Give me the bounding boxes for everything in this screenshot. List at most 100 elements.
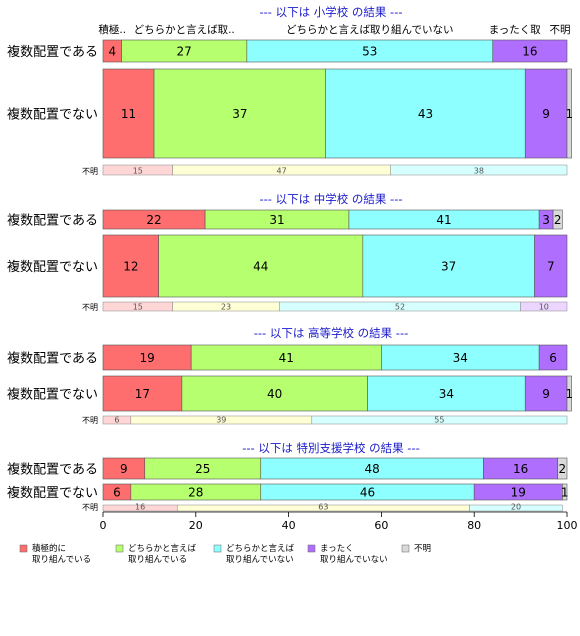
unknown-data-label: 52 <box>395 303 405 312</box>
data-label: 41 <box>436 213 451 227</box>
bar-segment <box>566 375 572 412</box>
data-label: 53 <box>362 45 377 59</box>
unknown-row-label: 不明 <box>82 503 98 512</box>
data-label: 19 <box>511 486 526 500</box>
unknown-data-label: 16 <box>135 503 145 512</box>
x-tick-label: 100 <box>557 519 578 532</box>
unknown-bar-segment <box>390 164 568 176</box>
data-label: 34 <box>453 351 468 365</box>
bar-segment <box>325 68 526 159</box>
bar-segment <box>190 344 382 371</box>
data-label: 34 <box>439 387 454 401</box>
data-label: 44 <box>253 260 268 274</box>
x-tick-label: 0 <box>100 519 107 532</box>
row-label: 複数配置でない <box>7 485 98 501</box>
legend-label: 積極的に <box>32 543 66 554</box>
row-label: 複数配置である <box>7 462 98 478</box>
unknown-data-label: 20 <box>511 503 521 512</box>
row-label: 複数配置である <box>7 213 98 229</box>
data-label: 25 <box>195 462 210 476</box>
bar-segment <box>566 68 572 159</box>
unknown-data-label: 15 <box>133 167 143 176</box>
unknown-data-label: 38 <box>474 167 484 176</box>
data-label: 17 <box>135 387 150 401</box>
row-label: 複数配置である <box>7 44 98 60</box>
data-label: 16 <box>522 45 537 59</box>
bar-segment <box>102 344 192 371</box>
data-label: 22 <box>146 213 161 227</box>
bar-segment <box>538 344 568 371</box>
bar-segment <box>524 375 568 412</box>
data-label: 2 <box>554 213 562 227</box>
unknown-data-label: 23 <box>221 303 231 312</box>
unknown-data-label: 47 <box>277 167 287 176</box>
bar-segment <box>552 209 563 230</box>
legend-swatch <box>115 544 124 553</box>
x-tick-label: 40 <box>282 519 296 532</box>
legend-label: 取り組んでいない <box>226 554 294 565</box>
x-tick-label: 80 <box>467 519 481 532</box>
data-label: 1 <box>565 387 573 401</box>
bar-segment <box>562 483 568 501</box>
data-label: 31 <box>269 213 284 227</box>
legend-label: 取り組んでいる <box>32 554 91 565</box>
data-label: 28 <box>188 486 203 500</box>
unknown-data-label: 10 <box>539 303 549 312</box>
data-label: 19 <box>139 351 154 365</box>
bar-segment <box>181 375 368 412</box>
legend-label: どちらかと言えば <box>226 543 295 554</box>
unknown-data-label: 63 <box>318 503 328 512</box>
data-label: 41 <box>279 351 294 365</box>
bar-segment <box>524 68 568 159</box>
segment-header-label: 積極.. <box>98 23 126 36</box>
legend-swatch <box>401 544 410 553</box>
unknown-data-label: 39 <box>216 416 226 425</box>
data-label: 27 <box>177 45 192 59</box>
legend-swatch <box>19 544 28 553</box>
panel-title: --- 以下は 中学校 の結果 --- <box>259 192 402 206</box>
unknown-data-label: 6 <box>114 416 119 425</box>
segment-header-label: まったく取 <box>489 24 542 36</box>
x-tick-label: 60 <box>374 519 388 532</box>
data-label: 16 <box>513 462 528 476</box>
unknown-row-label: 不明 <box>82 416 98 425</box>
unknown-bar-segment <box>520 301 568 312</box>
legend-swatch <box>307 544 316 553</box>
unknown-bar-segment <box>469 504 563 512</box>
data-label: 43 <box>418 107 433 121</box>
bar-segment <box>362 234 535 298</box>
data-label: 1 <box>561 486 569 500</box>
unknown-data-label: 15 <box>133 303 143 312</box>
panel-title: --- 以下は 高等学校 の結果 --- <box>254 326 409 340</box>
data-label: 40 <box>267 387 282 401</box>
data-label: 4 <box>108 45 116 59</box>
data-label: 6 <box>113 486 121 500</box>
bar-segment <box>102 375 183 412</box>
segment-header-label: どちらかと言えば取り組んでいない <box>286 23 453 36</box>
data-label: 46 <box>360 486 375 500</box>
bar-segment <box>158 234 364 298</box>
unknown-data-label: 55 <box>434 416 444 425</box>
x-tick-label: 20 <box>189 519 203 532</box>
bar-segment <box>557 457 568 480</box>
data-label: 12 <box>123 260 138 274</box>
unknown-row-label: 不明 <box>82 303 98 312</box>
unknown-row-label: 不明 <box>82 167 98 176</box>
row-label: 複数配置である <box>7 351 98 367</box>
bar-segment <box>102 68 155 159</box>
panel-title: --- 以下は 特別支援学校 の結果 --- <box>242 441 420 455</box>
data-label: 6 <box>549 351 557 365</box>
data-label: 9 <box>120 462 128 476</box>
bar-segment <box>534 234 568 298</box>
row-label: 複数配置でない <box>7 387 98 403</box>
legend-label: どちらかと言えば <box>128 543 197 554</box>
data-label: 11 <box>121 107 136 121</box>
data-label: 3 <box>542 213 550 227</box>
legend-label: まったく <box>320 544 354 554</box>
data-label: 2 <box>559 462 567 476</box>
legend-label: 取り組んでいる <box>128 554 187 565</box>
data-label: 7 <box>547 260 555 274</box>
bar-segment <box>492 39 568 63</box>
legend-swatch <box>213 544 222 553</box>
